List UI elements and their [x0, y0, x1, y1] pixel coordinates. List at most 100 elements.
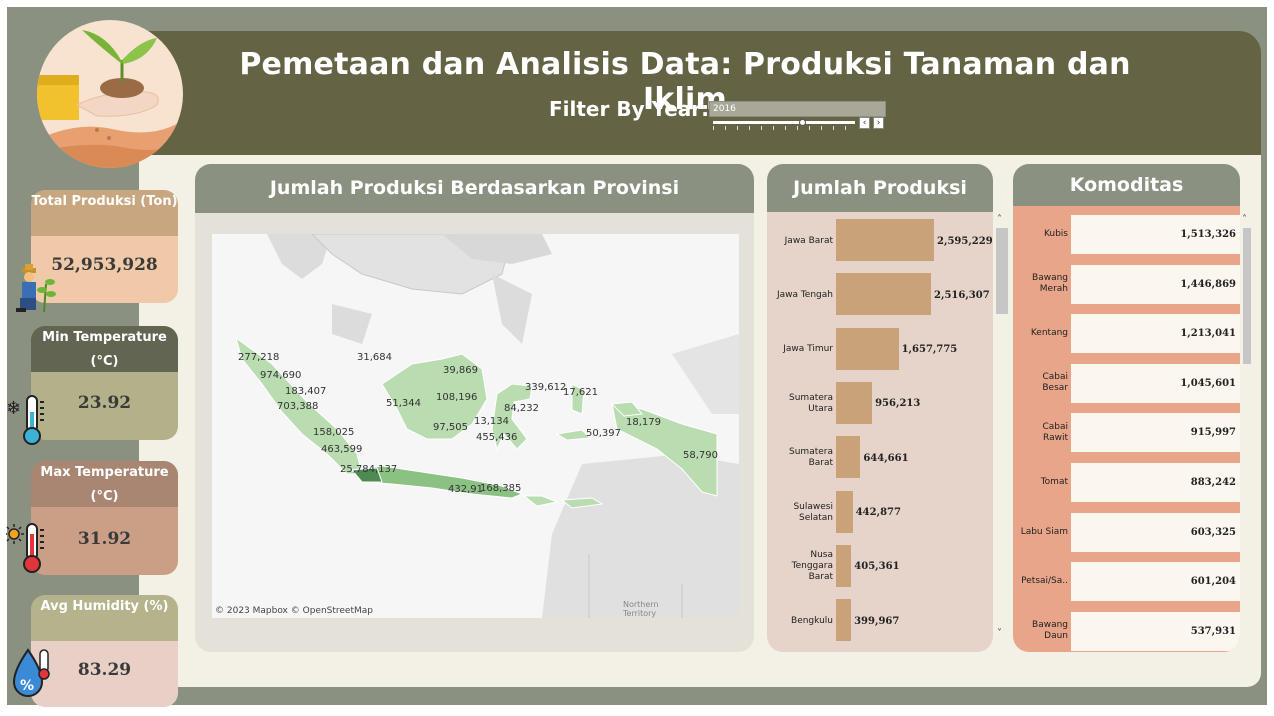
- map-value-label: 17,621: [563, 387, 598, 398]
- svg-text:˅: ˅: [997, 627, 1002, 638]
- kpi-humidity-value: 83.29: [31, 641, 178, 707]
- map-attribution[interactable]: © 2023 Mapbox © OpenStreetMap: [215, 606, 373, 616]
- komoditas-row[interactable]: Cabai Rawit 915,997: [1013, 408, 1240, 457]
- komoditas-row[interactable]: Petsai/Sa.. 601,204: [1013, 557, 1240, 606]
- map-value-label: 463,599: [321, 444, 363, 455]
- kpi-total-produksi-value: 52,953,928: [31, 236, 178, 303]
- header-banner: Pemetaan dan Analisis Data: Produksi Tan…: [139, 31, 1261, 155]
- bar[interactable]: [836, 381, 873, 424]
- map-value-label: 108,196: [436, 392, 478, 403]
- filter-label: Filter By Year:: [549, 97, 710, 121]
- hot-thermometer-icon: [4, 520, 50, 580]
- komoditas-value: 1,213,041: [1071, 314, 1240, 354]
- humidity-drop-icon: %: [10, 646, 54, 706]
- bar[interactable]: [836, 327, 899, 370]
- komoditas-row[interactable]: Tomat 883,242: [1013, 458, 1240, 507]
- komoditas-row[interactable]: Labu Siam 603,325: [1013, 508, 1240, 557]
- bar[interactable]: [836, 599, 852, 642]
- bar-value-label: 644,661: [863, 452, 909, 464]
- bar-row[interactable]: Nusa Tenggara Barat 405,361: [767, 540, 993, 594]
- komoditas-label: Labu Siam: [1020, 526, 1068, 537]
- komoditas-value: 915,997: [1071, 413, 1240, 453]
- bar-label: Sumatera Barat: [789, 447, 833, 469]
- bar-label: Bengkulu: [791, 615, 833, 626]
- map-value-label: 974,690: [260, 370, 302, 381]
- kpi-min-temp-value: 23.92: [31, 372, 178, 440]
- map-value-label: 277,218: [238, 352, 280, 363]
- komoditas-value: 1,446,869: [1071, 264, 1240, 304]
- komoditas-scrollbar[interactable]: ˄: [1240, 210, 1254, 636]
- bar-label: Jawa Barat: [784, 235, 833, 246]
- komoditas-value: 883,242: [1071, 463, 1240, 502]
- map-value-label: 13,134: [474, 416, 509, 427]
- map-value-label: 51,344: [386, 398, 421, 409]
- province-map[interactable]: 277,218 974,690 183,407 703,388 158,025 …: [212, 234, 739, 618]
- bar-row[interactable]: Jawa Barat 2,595,229: [767, 214, 993, 268]
- map-card: Jumlah Produksi Berdasarkan Provinsi: [195, 164, 754, 652]
- komoditas-title: Komoditas: [1013, 164, 1240, 206]
- bar[interactable]: [836, 490, 853, 533]
- komoditas-label: Bawang Daun: [1032, 620, 1068, 642]
- komoditas-row[interactable]: Cabai Besar 1,045,601: [1013, 359, 1240, 408]
- kpi-max-temp-label: Max Temperature (°C): [31, 461, 178, 507]
- bar[interactable]: [836, 273, 932, 316]
- bar-chart-scrollbar[interactable]: ˄ ˅: [995, 212, 1009, 639]
- bar-label: Sulawesi Selatan: [793, 501, 833, 523]
- komoditas-label: Kubis: [1043, 229, 1068, 239]
- bar-value-label: 2,595,229: [937, 235, 993, 247]
- bar-label: Jawa Timur: [783, 344, 833, 355]
- komoditas-value: 1,513,326: [1071, 215, 1240, 254]
- bar-row[interactable]: Jawa Tengah 2,516,307: [767, 268, 993, 322]
- komoditas-value: 537,931: [1071, 611, 1240, 651]
- bar-row[interactable]: Sulawesi Selatan 442,877: [767, 486, 993, 540]
- map-value-label: 31,684: [357, 352, 392, 363]
- map-title: Jumlah Produksi Berdasarkan Provinsi: [195, 164, 754, 213]
- kpi-total-produksi-label: Total Produksi (Ton): [31, 190, 178, 236]
- kpi-humidity-label: Avg Humidity (%): [31, 595, 178, 641]
- year-slider-track[interactable]: [713, 121, 855, 124]
- komoditas-row[interactable]: Bawang Daun 537,931: [1013, 607, 1240, 652]
- bar-chart-card: Jumlah Produksi Jawa Barat 2,595,229 Jawa …: [767, 164, 993, 652]
- bar-row[interactable]: Sumatera Utara 956,213: [767, 377, 993, 431]
- bar-row[interactable]: Bengkulu 399,967: [767, 594, 993, 648]
- bar-label: Sumatera Utara: [789, 392, 833, 414]
- bar-value-label: 405,361: [854, 561, 900, 573]
- svg-text:˄: ˄: [1242, 213, 1247, 225]
- next-year-button[interactable]: ›: [873, 117, 884, 129]
- year-slider-ticks: [713, 126, 855, 130]
- komoditas-value: 603,325: [1071, 512, 1240, 552]
- bar-label: Jawa Tengah: [776, 289, 833, 300]
- map-svg: [212, 234, 739, 618]
- svg-text:˄: ˄: [997, 213, 1002, 225]
- page-title: Pemetaan dan Analisis Data: Produksi Tan…: [239, 47, 1131, 117]
- year-slider-thumb[interactable]: [799, 119, 806, 126]
- bar-value-label: 956,213: [875, 398, 921, 410]
- bar[interactable]: [836, 544, 852, 587]
- bar[interactable]: [836, 436, 861, 479]
- bar-value-label: 1,657,775: [901, 344, 958, 356]
- map-value-label: 18,179: [626, 417, 661, 428]
- map-value-label: 455,436: [476, 432, 518, 443]
- bar[interactable]: [836, 219, 934, 261]
- plant-logo-icon: [37, 20, 183, 168]
- bar-row[interactable]: Jawa Timur 1,657,775: [767, 323, 993, 377]
- bar-row[interactable]: Sumatera Barat 644,661: [767, 431, 993, 485]
- map-value-label: 432,91: [448, 484, 483, 495]
- map-value-label: 39,869: [443, 365, 478, 376]
- farmer-icon: [16, 264, 60, 318]
- komoditas-label: Kentang: [1030, 328, 1068, 339]
- map-value-label: 168,385: [480, 483, 522, 494]
- bar-value-label: 399,967: [854, 615, 900, 627]
- prev-year-button[interactable]: ‹: [859, 117, 870, 129]
- komoditas-value: 1,045,601: [1071, 363, 1240, 403]
- komoditas-row[interactable]: Kentang 1,213,041: [1013, 309, 1240, 358]
- komoditas-row[interactable]: Bawang Merah 1,446,869: [1013, 260, 1240, 309]
- year-filter-value[interactable]: 2016: [709, 101, 886, 117]
- map-value-label: 84,232: [504, 403, 539, 414]
- komoditas-row[interactable]: Kubis 1,513,326: [1013, 210, 1240, 259]
- map-value-label: 97,505: [433, 422, 468, 433]
- komoditas-label: Cabai Besar: [1042, 372, 1068, 394]
- komoditas-card: Komoditas Kubis 1,513,326 Bawang Merah 1,44…: [1013, 164, 1240, 652]
- komoditas-label: Bawang Merah: [1032, 273, 1068, 295]
- map-value-label: 703,388: [277, 401, 319, 412]
